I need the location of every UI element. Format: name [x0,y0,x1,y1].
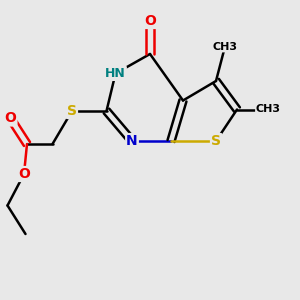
Text: HN: HN [105,67,126,80]
Text: O: O [4,112,16,125]
Text: N: N [126,134,138,148]
Text: O: O [18,167,30,181]
Text: S: S [211,134,221,148]
Text: O: O [144,14,156,28]
Text: S: S [67,104,77,118]
Text: CH3: CH3 [212,41,238,52]
Text: CH3: CH3 [256,104,281,115]
